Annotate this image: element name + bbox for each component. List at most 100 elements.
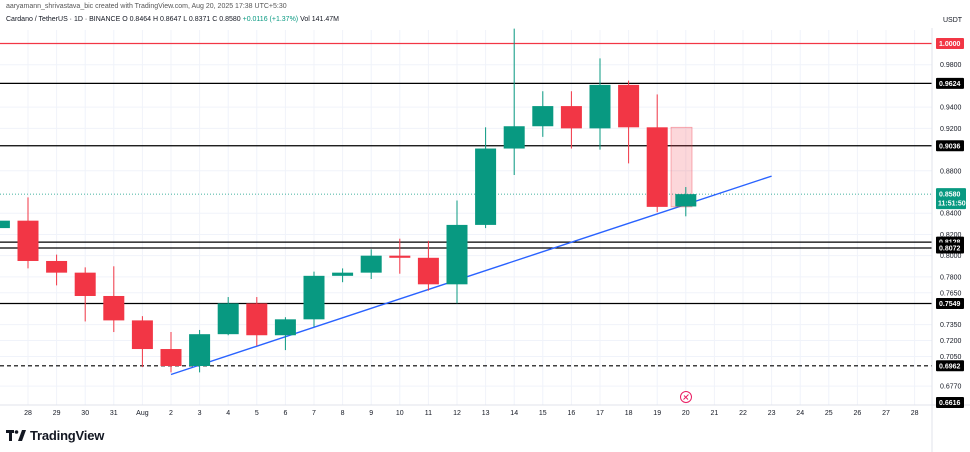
header-credit: aaryamann_shrivastava_bic created with T…: [6, 3, 287, 10]
tradingview-logo-icon: [6, 430, 26, 441]
axes-layer: 28 29 30 31 Aug 2 3 4 5 6 7 8 9 10 11 12 13 14 15 16 17 18 19 2…: [0, 28, 970, 452]
candle-body: [131, 320, 153, 350]
candle-body: [646, 127, 668, 207]
candle-body: [217, 303, 239, 335]
candle-body: [618, 84, 640, 128]
y-tick-label: 0.7350: [940, 322, 962, 329]
x-tick-label: 12: [453, 410, 461, 417]
y-tick-label: 0.7200: [940, 338, 962, 345]
symbol-info[interactable]: Cardano / TetherUS · 1D · BINANCE O 0.84…: [6, 16, 339, 23]
x-tick-label: 23: [768, 410, 776, 417]
volume-value: Vol 141.47M: [300, 16, 340, 23]
candle-body: [189, 334, 211, 367]
x-tick-label: 14: [510, 410, 518, 417]
x-tick-label: 7: [312, 410, 316, 417]
ghost-candle: [670, 126, 693, 208]
level-label-box: [936, 397, 964, 408]
level-label-box: [936, 140, 964, 152]
x-tick-label: 9: [369, 410, 373, 417]
x-tick-label: 16: [568, 410, 576, 417]
candle-body: [560, 106, 582, 129]
y-tick-label: 0.9200: [940, 126, 962, 133]
y-tick-label: 0.6770: [940, 384, 962, 391]
level-label: 0.6616: [939, 400, 961, 407]
x-tick-label: 21: [711, 410, 719, 417]
x-tick-label: 22: [739, 410, 747, 417]
y-tick-label: 0.8400: [940, 211, 962, 218]
candle-body: [17, 220, 39, 261]
x-tick-label: 28: [24, 410, 32, 417]
current-price-label: 0.8580: [939, 192, 961, 199]
candle-body: [274, 319, 296, 336]
x-tick-label: 4: [226, 410, 230, 417]
candle-body: [74, 272, 96, 296]
countdown-label: 11:51:50: [938, 201, 966, 208]
y-tick-label: 0.9400: [940, 105, 962, 112]
candle-body: [446, 224, 468, 285]
candle-body: [675, 194, 697, 207]
x-tick-label: 30: [81, 410, 89, 417]
price-change: +0.0116 (+1.37%): [242, 16, 299, 23]
x-tick-label: 27: [882, 410, 890, 417]
x-tick-label: 10: [396, 410, 404, 417]
x-tick-label: 2: [169, 410, 173, 417]
x-tick-label: 20: [682, 410, 690, 417]
candle-body: [532, 106, 554, 127]
trendline-layer: [170, 175, 772, 376]
level-label: 0.9036: [939, 143, 961, 150]
y-tick-label: 0.8200: [940, 232, 962, 239]
candle-body: [0, 220, 10, 229]
y-tick-label: 0.7050: [940, 354, 962, 361]
event-marker-icon[interactable]: [680, 391, 692, 403]
y-tick-label: 0.7650: [940, 290, 962, 297]
symbol-name[interactable]: Cardano / TetherUS · 1D · BINANCE: [6, 16, 121, 23]
level-label: 0.6962: [939, 363, 961, 370]
candle-body: [589, 84, 611, 129]
x-tick-label: 11: [425, 410, 432, 417]
x-tick-label: 19: [653, 410, 661, 417]
x-tick-label: 3: [198, 410, 202, 417]
x-tick-label: 25: [825, 410, 833, 417]
level-label: 0.7549: [939, 301, 961, 308]
x-tick-label: 29: [53, 410, 61, 417]
candle-body: [160, 349, 182, 367]
x-tick-label: 31: [110, 410, 118, 417]
candle-body: [103, 295, 125, 321]
candle-body: [503, 126, 525, 149]
candles-layer: [0, 28, 697, 373]
ohlc-values: O 0.8464 H 0.8647 L 0.8371 C 0.8580: [122, 16, 241, 23]
x-tick-label: 8: [341, 410, 345, 417]
x-tick-label: 26: [854, 410, 862, 417]
level-label-box: [936, 242, 964, 254]
level-label: 0.8072: [939, 246, 961, 253]
candle-body: [417, 257, 439, 285]
y-tick-label: 0.9800: [940, 62, 962, 69]
candle-body: [389, 255, 411, 258]
candle-body: [246, 303, 268, 336]
candle-body: [303, 275, 325, 320]
level-label: 1.0000: [939, 41, 961, 48]
current-price-box: [936, 188, 966, 210]
y-tick-label: 0.7800: [940, 274, 962, 281]
logo-text: TradingView: [30, 428, 105, 443]
currency-label: USDT: [943, 17, 963, 24]
price-labels-layer: 1.00000.96240.90360.81280.80720.75490.69…: [936, 38, 966, 408]
tradingview-logo[interactable]: TradingView: [6, 428, 104, 443]
level-label-box: [936, 360, 964, 372]
horizontal-levels: [0, 42, 932, 367]
x-tick-label: Aug: [136, 410, 149, 417]
candle-body: [46, 260, 68, 273]
x-tick-label: 24: [796, 410, 804, 417]
level-label-box: [936, 298, 964, 310]
grid-layer: [0, 30, 932, 405]
candle-body: [332, 272, 354, 276]
level-label: 0.9624: [939, 81, 961, 88]
x-tick-label: 5: [255, 410, 259, 417]
trendline: [170, 175, 772, 376]
x-tick-label: 28: [911, 410, 919, 417]
x-tick-label: 17: [596, 410, 604, 417]
y-tick-label: 0.8800: [940, 168, 962, 175]
x-tick-label: 6: [283, 410, 287, 417]
x-tick-label: 18: [625, 410, 633, 417]
